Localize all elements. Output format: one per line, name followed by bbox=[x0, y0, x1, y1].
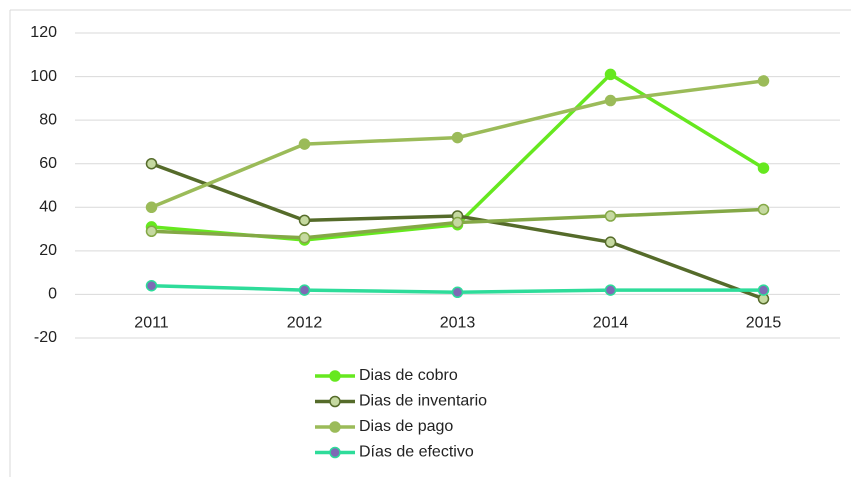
legend-label: Dias de pago bbox=[359, 418, 453, 435]
point-marker bbox=[604, 68, 617, 81]
point-marker bbox=[298, 232, 311, 244]
point-marker bbox=[145, 157, 158, 170]
point-marker bbox=[604, 284, 617, 296]
point-marker bbox=[757, 162, 770, 174]
legend-marker bbox=[329, 395, 341, 408]
point-marker bbox=[451, 131, 464, 144]
y-tick-label: 20 bbox=[39, 242, 57, 259]
legend-marker bbox=[329, 421, 341, 433]
y-tick-label: 40 bbox=[39, 199, 57, 216]
point-marker bbox=[757, 203, 770, 216]
point-marker bbox=[604, 236, 617, 248]
point-marker bbox=[145, 201, 158, 214]
y-tick-label: 0 bbox=[48, 286, 57, 303]
x-tick-label: 2011 bbox=[134, 315, 169, 332]
y-tick-label: 120 bbox=[30, 24, 57, 41]
point-marker bbox=[604, 94, 617, 107]
series-line bbox=[150, 79, 764, 209]
x-tick-label: 2013 bbox=[440, 315, 476, 332]
point-marker bbox=[145, 225, 158, 237]
point-marker bbox=[451, 216, 464, 229]
point-marker bbox=[298, 214, 311, 227]
point-marker bbox=[604, 210, 617, 222]
series-line bbox=[150, 162, 765, 301]
x-tick-label: 2012 bbox=[287, 315, 323, 332]
y-tick-label: 100 bbox=[30, 68, 57, 85]
point-marker bbox=[757, 284, 770, 296]
legend-label: Dias de cobro bbox=[359, 367, 458, 384]
point-marker bbox=[757, 75, 770, 87]
legend-label: Días de efectivo bbox=[359, 444, 474, 461]
x-tick-label: 2014 bbox=[593, 315, 629, 332]
point-marker bbox=[298, 138, 311, 150]
point-marker bbox=[451, 286, 464, 298]
point-marker bbox=[145, 279, 158, 292]
y-tick-label: 80 bbox=[39, 111, 57, 128]
legend-marker bbox=[329, 370, 341, 382]
legend-label: Dias de inventario bbox=[359, 393, 487, 410]
y-tick-label: -20 bbox=[34, 329, 57, 346]
point-marker bbox=[298, 284, 311, 296]
y-tick-label: 60 bbox=[39, 155, 57, 172]
legend-marker bbox=[329, 446, 341, 459]
x-tick-label: 2015 bbox=[746, 315, 782, 332]
